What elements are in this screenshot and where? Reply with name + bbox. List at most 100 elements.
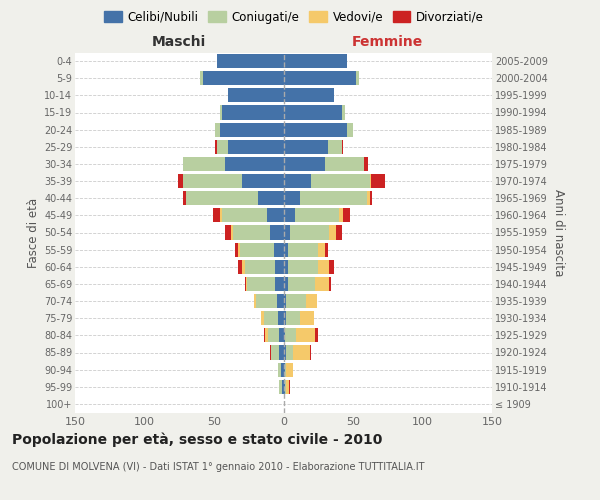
Bar (343, 208, 350, 222)
Bar (184, 174, 242, 188)
Bar (225, 226, 230, 239)
Bar (228, 88, 284, 102)
Bar (271, 346, 280, 360)
Bar (285, 362, 286, 376)
Bar (245, 260, 275, 274)
Bar (278, 362, 281, 376)
Bar (285, 328, 296, 342)
Bar (284, 71, 356, 85)
Bar (284, 380, 285, 394)
Bar (306, 294, 317, 308)
Bar (284, 174, 311, 188)
Bar (286, 346, 293, 360)
Bar (242, 174, 284, 188)
Bar (328, 140, 342, 154)
Bar (220, 122, 284, 136)
Bar (329, 226, 337, 239)
Y-axis label: Fasce di età: Fasce di età (26, 198, 40, 268)
Bar (339, 208, 343, 222)
Bar (290, 226, 329, 239)
Bar (223, 208, 267, 222)
Bar (293, 346, 310, 360)
Bar (318, 260, 329, 274)
Bar (265, 328, 268, 342)
Bar (178, 174, 184, 188)
Bar (287, 242, 318, 256)
Bar (274, 242, 284, 256)
Text: Popolazione per età, sesso e stato civile - 2010: Popolazione per età, sesso e stato civil… (12, 432, 382, 447)
Bar (300, 311, 314, 325)
Bar (289, 380, 290, 394)
Bar (296, 328, 316, 342)
Bar (275, 260, 284, 274)
Bar (184, 157, 225, 171)
Bar (282, 380, 284, 394)
Bar (367, 191, 370, 205)
Bar (184, 191, 186, 205)
Bar (284, 294, 286, 308)
Bar (284, 277, 287, 291)
Bar (269, 346, 271, 360)
Bar (254, 294, 256, 308)
Bar (284, 54, 347, 68)
Bar (269, 226, 284, 239)
Bar (311, 174, 370, 188)
Bar (215, 122, 220, 136)
Bar (347, 122, 353, 136)
Bar (225, 157, 284, 171)
Bar (300, 191, 367, 205)
Bar (285, 380, 286, 394)
Bar (370, 191, 373, 205)
Bar (287, 260, 318, 274)
Bar (217, 140, 228, 154)
Bar (287, 277, 316, 291)
Bar (286, 294, 306, 308)
Bar (280, 380, 282, 394)
Bar (217, 54, 284, 68)
Bar (284, 208, 295, 222)
Bar (284, 260, 287, 274)
Bar (329, 260, 334, 274)
Bar (284, 157, 325, 171)
Bar (284, 122, 347, 136)
Bar (264, 328, 265, 342)
Bar (215, 140, 217, 154)
Bar (228, 140, 284, 154)
Bar (200, 71, 203, 85)
Bar (318, 242, 325, 256)
Bar (223, 106, 284, 120)
Bar (256, 294, 277, 308)
Bar (235, 242, 238, 256)
Bar (277, 294, 284, 308)
Bar (267, 208, 284, 222)
Bar (286, 311, 300, 325)
Bar (284, 140, 328, 154)
Bar (238, 260, 242, 274)
Bar (284, 362, 285, 376)
Bar (275, 277, 284, 291)
Legend: Celibi/Nubili, Coniugati/e, Vedovi/e, Divorziati/e: Celibi/Nubili, Coniugati/e, Vedovi/e, Di… (99, 6, 489, 28)
Bar (284, 311, 286, 325)
Bar (247, 277, 275, 291)
Bar (284, 88, 334, 102)
Bar (329, 277, 331, 291)
Bar (245, 277, 246, 291)
Text: COMUNE DI MOLVENA (VI) - Dati ISTAT 1° gennaio 2010 - Elaborazione TUTTITALIA.IT: COMUNE DI MOLVENA (VI) - Dati ISTAT 1° g… (12, 462, 425, 472)
Bar (220, 106, 223, 120)
Bar (233, 226, 269, 239)
Bar (325, 242, 328, 256)
Bar (286, 362, 293, 376)
Bar (259, 191, 284, 205)
Bar (186, 191, 259, 205)
Bar (280, 346, 284, 360)
Bar (284, 328, 285, 342)
Y-axis label: Anni di nascita: Anni di nascita (552, 189, 565, 276)
Bar (220, 208, 223, 222)
Bar (342, 140, 343, 154)
Bar (230, 226, 233, 239)
Bar (246, 277, 247, 291)
Bar (295, 208, 339, 222)
Bar (284, 242, 287, 256)
Bar (356, 71, 359, 85)
Bar (268, 328, 280, 342)
